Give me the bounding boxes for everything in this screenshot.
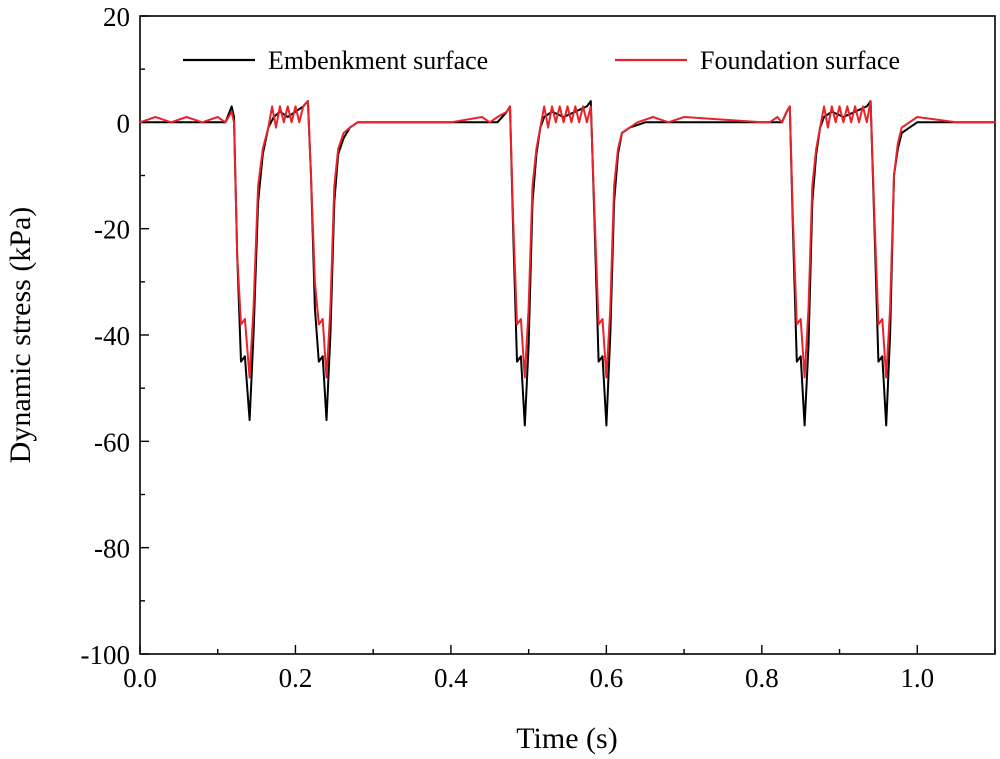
- legend-label-1: Embenkment surface: [268, 46, 488, 75]
- y-tick-label: 0: [117, 108, 131, 138]
- plot-frame: [139, 15, 996, 655]
- y-tick-label: -80: [94, 534, 130, 564]
- y-tick-label: -60: [94, 427, 130, 457]
- y-tick-label: -40: [94, 321, 130, 351]
- x-tick-label: 0.2: [279, 663, 313, 693]
- x-tick-label: 0.6: [589, 663, 623, 693]
- y-tick-label: -100: [81, 640, 131, 670]
- series-layer: [139, 100, 996, 427]
- legend: Embenkment surface Foundation surface: [183, 46, 900, 75]
- y-tick-label: -20: [94, 215, 130, 245]
- y-axis-ticks: 20 0 -20 -40 -60 -80 -100: [81, 2, 149, 670]
- y-axis-title: Dynamic stress (kPa): [4, 207, 37, 464]
- x-tick-label: 0.8: [745, 663, 779, 693]
- x-axis-ticks: 0.0 0.2 0.4 0.6 0.8 1.0: [123, 645, 996, 693]
- series-line-1: [139, 100, 996, 427]
- legend-label-2: Foundation surface: [700, 46, 900, 75]
- series-line-2: [139, 100, 996, 379]
- x-axis-title: Time (s): [516, 722, 617, 755]
- x-tick-label: 0.0: [123, 663, 157, 693]
- x-tick-label: 1.0: [900, 663, 934, 693]
- x-tick-label: 0.4: [434, 663, 468, 693]
- y-tick-label: 20: [103, 2, 130, 32]
